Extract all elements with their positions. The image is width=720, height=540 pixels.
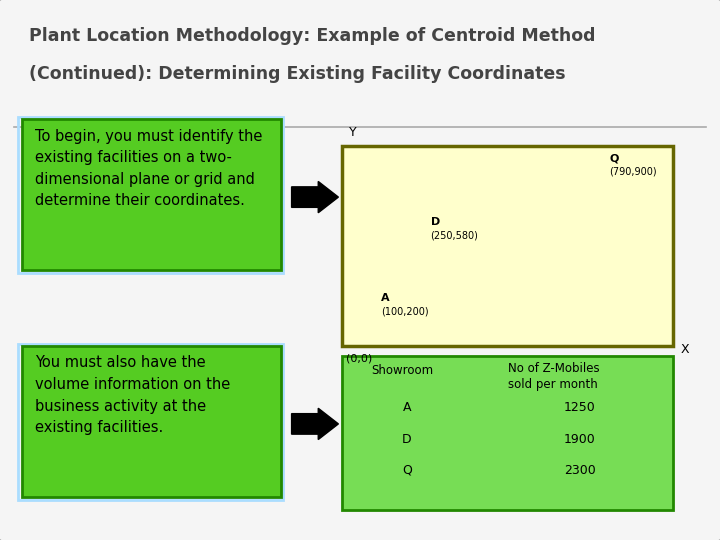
- Text: Showroom: Showroom: [371, 364, 433, 377]
- Bar: [342, 356, 673, 510]
- Text: Q: Q: [609, 153, 618, 163]
- Text: 2300: 2300: [564, 464, 595, 477]
- Text: 1900: 1900: [564, 433, 595, 446]
- Text: To begin, you must identify the
existing facilities on a two-
dimensional plane : To begin, you must identify the existing…: [35, 129, 262, 208]
- Text: A: A: [381, 293, 390, 303]
- Text: A: A: [402, 401, 411, 414]
- Text: D: D: [402, 433, 412, 446]
- Text: Q: Q: [402, 464, 412, 477]
- Bar: [18, 117, 283, 273]
- FancyArrow shape: [292, 181, 338, 213]
- Text: 1250: 1250: [564, 401, 595, 414]
- Text: (790,900): (790,900): [609, 167, 657, 177]
- Text: You must also have the
volume information on the
business activity at the
existi: You must also have the volume informatio…: [35, 355, 230, 435]
- Text: (250,580): (250,580): [431, 231, 478, 241]
- Bar: [22, 346, 281, 497]
- Text: Plant Location Methodology: Example of Centroid Method: Plant Location Methodology: Example of C…: [29, 27, 595, 45]
- FancyArrow shape: [292, 408, 338, 440]
- Text: No of Z-Mobiles
sold per month: No of Z-Mobiles sold per month: [508, 362, 599, 392]
- Text: X: X: [680, 343, 689, 356]
- Bar: [18, 344, 283, 500]
- Bar: [342, 146, 673, 346]
- Text: D: D: [431, 217, 440, 227]
- Text: Y: Y: [349, 126, 357, 139]
- Bar: [22, 119, 281, 270]
- Text: (0,0): (0,0): [346, 354, 372, 364]
- Text: (Continued): Determining Existing Facility Coordinates: (Continued): Determining Existing Facili…: [29, 65, 565, 83]
- Text: (100,200): (100,200): [381, 307, 428, 317]
